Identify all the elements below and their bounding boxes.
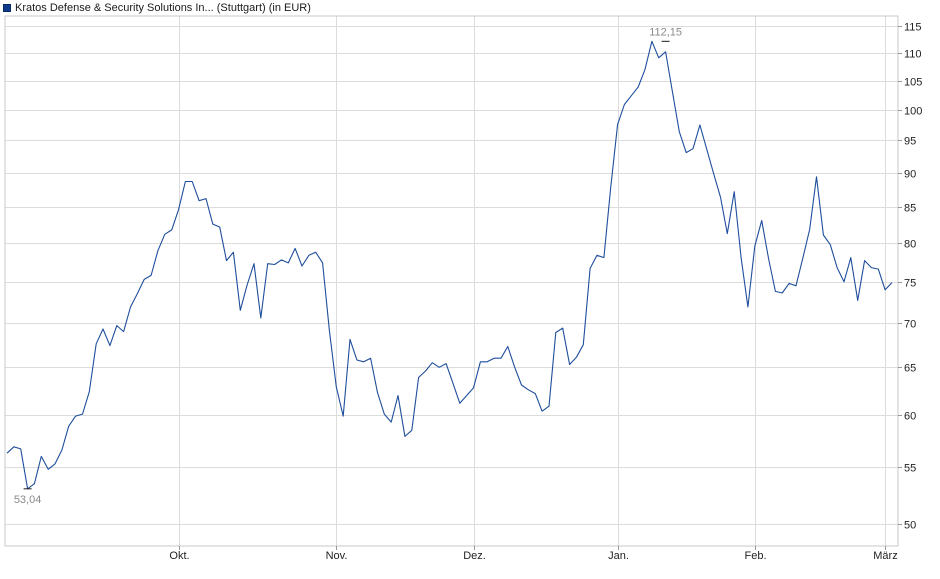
chart-legend: Kratos Defense & Security Solutions In..… bbox=[3, 1, 311, 15]
y-tick-label: 115 bbox=[904, 22, 922, 34]
x-tick-label: Nov. bbox=[326, 550, 348, 562]
y-tick-label: 65 bbox=[904, 363, 916, 375]
y-tick-label: 75 bbox=[904, 278, 916, 290]
legend-swatch bbox=[3, 4, 11, 12]
y-tick-label: 60 bbox=[904, 411, 916, 423]
chart-title: Kratos Defense & Security Solutions In..… bbox=[15, 2, 311, 14]
y-tick-label: 110 bbox=[904, 49, 922, 61]
y-tick-label: 70 bbox=[904, 319, 916, 331]
low-value-label: 53,04 bbox=[14, 494, 42, 506]
x-tick-label: Okt. bbox=[169, 550, 189, 562]
x-axis-ticks: Okt. Nov. Dez. Jan. Feb. März bbox=[169, 546, 898, 562]
y-tick-label: 95 bbox=[904, 136, 916, 148]
plot-frame bbox=[4, 15, 899, 547]
price-line bbox=[6, 40, 893, 490]
x-tick-label: Feb. bbox=[744, 550, 766, 562]
high-value-label: 112,15 bbox=[649, 26, 682, 38]
y-tick-label: 80 bbox=[904, 239, 916, 251]
grid-lines bbox=[5, 16, 898, 546]
annotations: 53,04 112,15 bbox=[14, 26, 682, 506]
x-tick-label: Jan. bbox=[608, 550, 629, 562]
y-tick-label: 85 bbox=[904, 203, 916, 215]
y-tick-label: 105 bbox=[904, 77, 922, 89]
y-tick-label: 55 bbox=[904, 463, 916, 475]
series-layer bbox=[6, 40, 893, 490]
y-tick-label: 100 bbox=[904, 106, 922, 118]
x-tick-label: März bbox=[873, 550, 897, 562]
y-tick-label: 90 bbox=[904, 169, 916, 181]
y-tick-label: 50 bbox=[904, 520, 916, 532]
x-tick-label: Dez. bbox=[463, 550, 486, 562]
y-axis-ticks: 50 55 60 65 70 75 80 85 90 95 100 105 110 115 bbox=[898, 22, 922, 532]
